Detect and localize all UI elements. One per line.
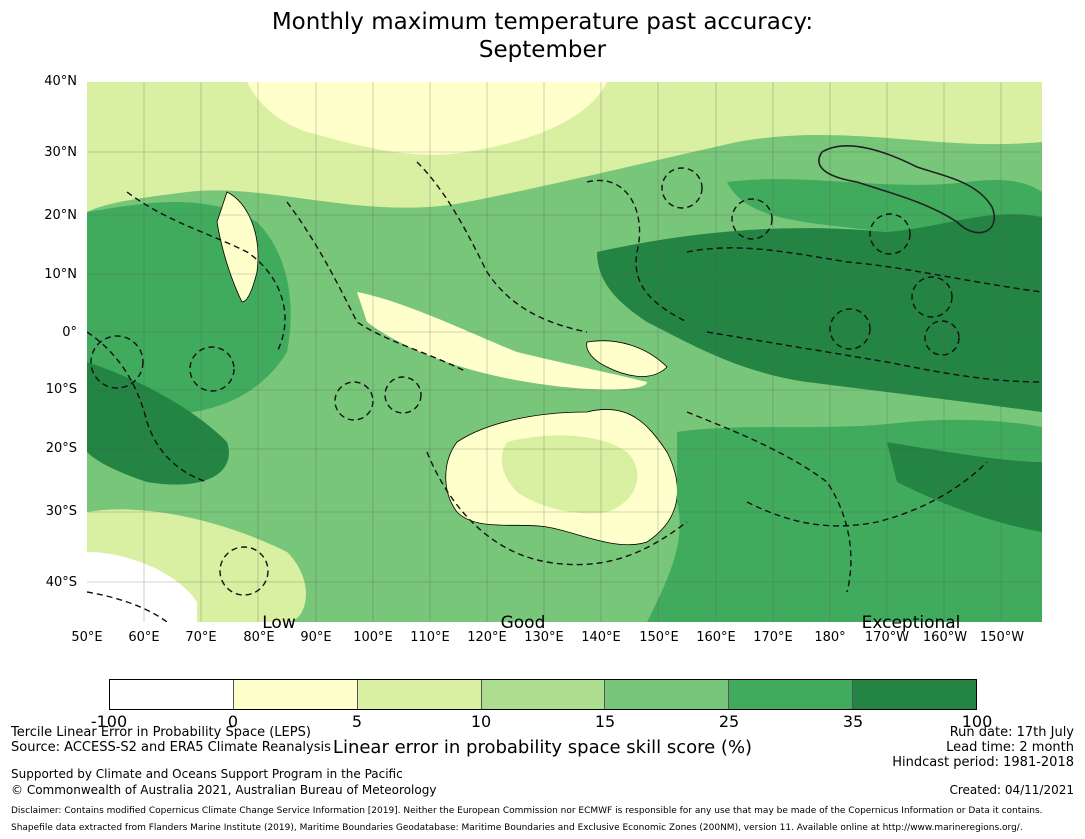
info-hindcast: Hindcast period: 1981-2018 [892,755,1074,770]
map-title-line2: September [478,37,607,63]
skill-map-canvas [87,82,1042,622]
x-tick-110e: 110°E [410,630,450,645]
map-title-line1: Monthly maximum temperature past accurac… [271,9,814,35]
legend-tick-3: 10 [470,712,492,731]
legend-tick-0: -100 [90,712,128,731]
new-guinea-landmass [586,340,668,377]
legend-swatch-1 [110,680,234,709]
legend-tick-4: 15 [594,712,616,731]
legend-tick-1: 0 [227,712,239,731]
y-tick-30s: 30°S [45,504,77,519]
x-tick-150e: 150°E [639,630,679,645]
disclaimer-line1: Disclaimer: Contains modified Copernicus… [11,806,1043,816]
legend-title: Linear error in probability space skill … [332,737,753,758]
x-tick-100e: 100°E [353,630,393,645]
legend-tick-2: 5 [351,712,363,731]
x-tick-70e: 70°E [185,630,217,645]
x-tick-140e: 140°E [581,630,621,645]
y-tick-0: 0° [62,325,77,340]
x-tick-90e: 90°E [300,630,332,645]
skill-region-pacific-north [727,179,1042,232]
x-tick-150w: 150°W [979,630,1025,645]
x-tick-130e: 130°E [524,630,564,645]
category-good: Good [500,613,546,633]
x-tick-50e: 50°E [71,630,103,645]
info-lead-time: Lead time: 2 month [946,740,1074,755]
skill-region-south-indian-low [87,552,197,622]
x-tick-160e: 160°E [696,630,736,645]
x-tick-170w: 170°W [864,630,910,645]
info-created: Created: 04/11/2021 [949,783,1074,797]
legend-tick-7: 100 [961,712,993,731]
x-tick-60e: 60°E [128,630,160,645]
legend-tick-5: 25 [718,712,740,731]
skill-region-pacific-exceptional [597,209,1042,412]
x-tick-170e: 170°E [753,630,793,645]
skill-region-asia [247,82,607,155]
x-tick-160w: 160°W [922,630,968,645]
category-low: Low [262,613,296,633]
legend-tick-6: 35 [842,712,864,731]
skill-region-maritime-continent [357,292,647,390]
y-tick-40n: 40°N [44,74,77,89]
info-leps: Tercile Linear Error in Probability Spac… [11,725,311,740]
info-support: Supported by Climate and Oceans Support … [11,767,403,781]
x-tick-120e: 120°E [467,630,507,645]
skill-region-south-pacific [647,419,1042,622]
legend-swatch-4 [481,680,606,709]
legend-swatch-3 [357,680,482,709]
y-tick-20n: 20°N [44,208,77,223]
x-tick-180: 180° [814,630,846,645]
legend-swatch-5 [605,680,730,709]
legend-colorbar [109,679,977,710]
skill-region-indian-ocean-south [87,362,229,485]
y-tick-10n: 10°N [44,267,77,282]
y-tick-40s: 40°S [45,575,77,590]
info-run-date: Run date: 17th July [949,725,1074,740]
y-tick-30n: 30°N [44,145,77,160]
legend-swatch-2 [233,680,358,709]
y-tick-10s: 10°S [45,382,77,397]
disclaimer-line2: Shapefile data extracted from Flanders M… [11,823,1023,833]
legend-swatch-6 [729,680,854,709]
skill-region-australia-interior [501,435,638,514]
info-source: Source: ACCESS-S2 and ERA5 Climate Reana… [11,740,331,755]
hawaii-eez-boundary [818,145,995,234]
skill-region-south-pacific-exceptional [887,442,1042,532]
category-exceptional: Exceptional [861,613,961,633]
y-tick-20s: 20°S [45,441,77,456]
skill-map [87,82,1042,622]
legend-swatch-7 [853,680,977,709]
info-copyright: © Commonwealth of Australia 2021, Austra… [11,783,437,797]
eez-boundaries [87,161,1042,622]
map-title: Monthly maximum temperature past accurac… [0,8,1085,64]
x-tick-80e: 80°E [243,630,275,645]
